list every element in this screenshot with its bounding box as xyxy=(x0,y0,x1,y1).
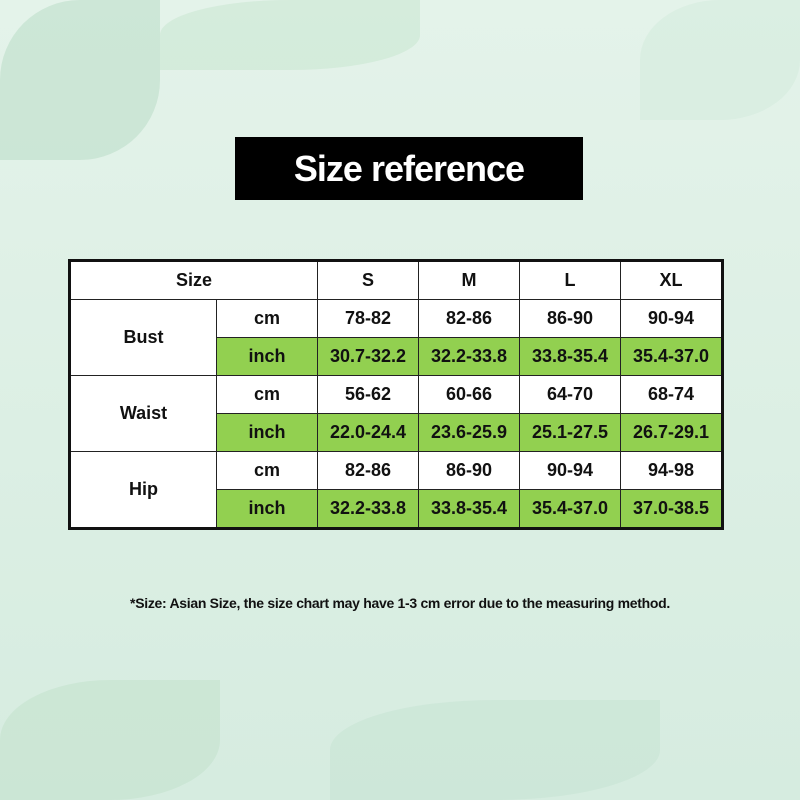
unit-label: inch xyxy=(216,413,318,452)
size-value-cell: 90-94 xyxy=(519,451,621,490)
size-value-cell: 23.6-25.9 xyxy=(418,413,520,452)
table-header-row: Size S M L XL xyxy=(69,260,723,300)
size-value-cell: 78-82 xyxy=(317,299,419,338)
size-value-cell: 56-62 xyxy=(317,375,419,414)
measure-label: Hip xyxy=(69,451,217,529)
header-size: Size xyxy=(69,260,318,300)
size-value-cell: 33.8-35.4 xyxy=(519,337,621,376)
header-size-l: L xyxy=(519,260,621,300)
size-note: *Size: Asian Size, the size chart may ha… xyxy=(130,595,670,611)
header-size-m: M xyxy=(418,260,520,300)
leaf-decoration xyxy=(640,0,800,120)
size-value-cell: 32.2-33.8 xyxy=(317,489,419,529)
table-row: inch 22.0-24.4 23.6-25.9 25.1-27.5 26.7-29.1 xyxy=(70,413,723,452)
size-value-cell: 30.7-32.2 xyxy=(317,337,419,376)
header-size-xl: XL xyxy=(620,260,723,300)
leaf-decoration xyxy=(330,700,660,800)
measure-label: Waist xyxy=(69,375,217,452)
table-row: Waist cm 56-62 60-66 64-70 68-74 xyxy=(69,375,723,452)
size-value-cell: 22.0-24.4 xyxy=(317,413,419,452)
title-banner: Size reference xyxy=(235,137,583,200)
header-size-s: S xyxy=(317,260,419,300)
unit-label: cm xyxy=(216,451,318,490)
size-value-cell: 90-94 xyxy=(620,299,723,338)
size-value-cell: 35.4-37.0 xyxy=(519,489,621,529)
table-row: Hip cm 82-86 86-90 90-94 94-98 xyxy=(69,451,723,529)
size-value-cell: 60-66 xyxy=(418,375,520,414)
size-value-cell: 86-90 xyxy=(418,451,520,490)
table-row: inch 30.7-32.2 32.2-33.8 33.8-35.4 35.4-37.0 xyxy=(70,337,723,376)
unit-label: cm xyxy=(216,299,318,338)
size-value-cell: 25.1-27.5 xyxy=(519,413,621,452)
page-title: Size reference xyxy=(293,147,525,189)
table-row: Bust cm 78-82 82-86 86-90 90-94 xyxy=(69,299,723,376)
size-value-cell: 86-90 xyxy=(519,299,621,338)
size-value-cell: 26.7-29.1 xyxy=(620,413,723,452)
size-value-cell: 32.2-33.8 xyxy=(418,337,520,376)
unit-label: inch xyxy=(216,489,318,529)
table-row: inch 32.2-33.8 33.8-35.4 35.4-37.0 37.0-38.5 xyxy=(70,489,723,529)
leaf-decoration xyxy=(160,0,420,70)
leaf-decoration xyxy=(0,680,220,800)
unit-label: inch xyxy=(216,337,318,376)
leaf-decoration xyxy=(0,0,160,160)
size-value-cell: 33.8-35.4 xyxy=(418,489,520,529)
size-value-cell: 82-86 xyxy=(418,299,520,338)
unit-label: cm xyxy=(216,375,318,414)
size-value-cell: 94-98 xyxy=(620,451,723,490)
size-value-cell: 68-74 xyxy=(620,375,723,414)
size-chart-table: Size S M L XL Bust cm 78-82 82-86 86-90 90-94… xyxy=(68,259,724,530)
size-value-cell: 37.0-38.5 xyxy=(620,489,723,529)
measure-label: Bust xyxy=(69,299,217,376)
size-value-cell: 35.4-37.0 xyxy=(620,337,723,376)
size-value-cell: 64-70 xyxy=(519,375,621,414)
size-value-cell: 82-86 xyxy=(317,451,419,490)
